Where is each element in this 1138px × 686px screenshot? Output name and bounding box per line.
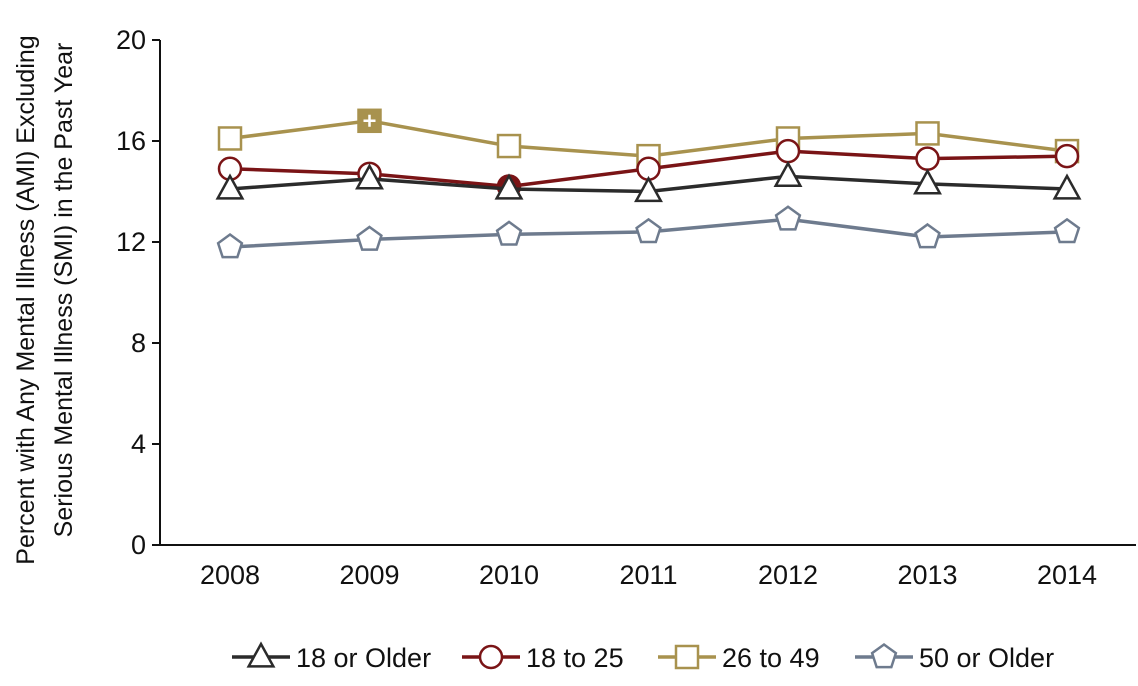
data-point-circle [915, 146, 940, 171]
x-tick-label: 2014 [1037, 560, 1097, 590]
y-tick-label: 12 [116, 227, 146, 257]
x-tick-label: 2008 [200, 560, 260, 590]
series-50-or-older [216, 205, 1081, 259]
data-point-pentagon [635, 217, 662, 244]
y-tick-label: 0 [131, 530, 146, 560]
data-point-pentagon [774, 205, 802, 231]
data-point-triangle [634, 175, 663, 203]
y-axis-label-line-1: Percent with Any Mental Illness (AMI) Ex… [12, 35, 40, 564]
x-tick-label: 2013 [897, 560, 957, 590]
y-tick-label: 8 [131, 328, 146, 358]
series-layer [215, 108, 1082, 259]
legend-label: 18 or Older [296, 643, 431, 673]
legend-entry: 18 or Older [232, 641, 431, 673]
data-point-triangle [215, 173, 245, 200]
legend-marker-pentagon [870, 642, 898, 669]
x-tick-label: 2010 [479, 560, 539, 590]
data-point-circle [775, 138, 801, 164]
data-point-pentagon [914, 222, 941, 249]
axes [159, 40, 1136, 546]
legend: 18 or Older 18 to 25 26 to 49 50 or Older [232, 641, 1054, 673]
data-point-triangle [773, 160, 803, 187]
legend-label: 50 or Older [919, 643, 1054, 673]
legend-marker-triangle [246, 641, 276, 668]
data-point-triangle [355, 163, 384, 190]
data-point-square [915, 121, 940, 146]
legend-entry: 50 or Older [855, 642, 1054, 673]
data-point-pentagon [356, 225, 383, 251]
data-point-pentagon [495, 220, 523, 246]
y-tick-label: 4 [131, 429, 146, 459]
y-axis-label-line-2: Serious Mental Illness (SMI) in the Past… [50, 43, 78, 538]
data-point-square [217, 126, 243, 151]
legend-marker-square [674, 644, 700, 670]
x-tick-labels: 2008 2009 2010 2011 2012 2013 2014 [200, 560, 1097, 590]
data-point-square [496, 133, 522, 159]
data-point-triangle [1052, 173, 1082, 200]
legend-marker-circle [478, 644, 504, 670]
legend-entry: 26 to 49 [658, 643, 820, 673]
data-point-triangle [913, 168, 942, 195]
x-tick-label: 2009 [339, 560, 399, 590]
data-point-pentagon [216, 233, 244, 259]
series-18-or-older [215, 160, 1082, 203]
x-tick-label: 2011 [619, 560, 677, 590]
data-point-triangle [494, 173, 524, 200]
legend-entry: 18 to 25 [462, 643, 624, 673]
y-tick-label: 20 [116, 25, 146, 55]
data-point-pentagon [1053, 217, 1081, 244]
data-point-circle [1054, 143, 1080, 169]
y-tick-label: 16 [116, 126, 146, 156]
legend-label: 18 to 25 [526, 643, 624, 673]
y-axis-label: Percent with Any Mental Illness (AMI) Ex… [12, 35, 78, 564]
legend-label: 26 to 49 [722, 643, 820, 673]
y-tick-labels: 0 4 8 12 16 20 [116, 25, 160, 560]
significance-plus-icon [363, 114, 376, 127]
x-tick-label: 2012 [758, 560, 818, 590]
